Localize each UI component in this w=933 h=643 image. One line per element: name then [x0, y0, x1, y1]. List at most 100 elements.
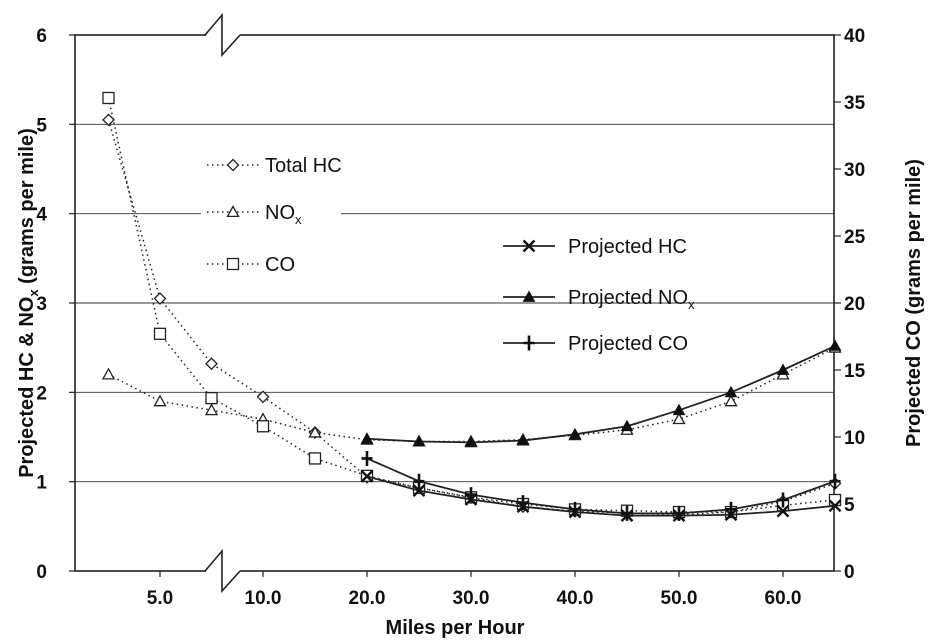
series-layer: [101, 91, 842, 522]
legend-entry-background: [201, 250, 341, 278]
data-point: [776, 363, 790, 375]
legend-label: Projected NOx: [568, 287, 695, 312]
data-point: [724, 394, 738, 407]
data-point: [517, 495, 529, 511]
legend-marker: [522, 290, 536, 302]
data-point: [412, 434, 426, 447]
data-point: [724, 385, 738, 398]
y-left-tick-label: 2: [36, 383, 47, 404]
series-line: [366, 345, 836, 444]
x-axis-break-marks: [204, 12, 241, 594]
legend-entry-background: [201, 151, 341, 179]
data-point: [102, 113, 115, 127]
legend-marker: [226, 158, 240, 172]
y-right-tick-label: 35: [844, 93, 866, 114]
data-point: [776, 504, 790, 518]
data-point: [465, 487, 477, 503]
data-point: [725, 501, 737, 517]
x-tick-label: 20.0: [349, 588, 386, 609]
legend-marker: [523, 335, 535, 351]
y-right-tick-label: 25: [844, 227, 866, 248]
series-5: [361, 450, 841, 521]
legend-label: Projected HC: [568, 236, 687, 258]
axis-break-gap-bottom: [206, 568, 240, 574]
y-right-tick-label: 10: [844, 428, 865, 449]
data-point: [828, 339, 842, 351]
data-point: [568, 427, 582, 440]
y-right-tick-label: 30: [844, 160, 865, 181]
series-line: [366, 457, 836, 515]
data-point: [828, 493, 842, 507]
legend-entry: Projected CO: [503, 333, 688, 355]
legend-label: Projected CO: [568, 333, 688, 355]
data-point: [361, 450, 373, 466]
legend-label: NOx: [265, 202, 302, 227]
data-point: [101, 367, 116, 380]
axis-break-gap-top: [206, 32, 240, 38]
legend-label: Total HC: [265, 155, 342, 177]
y-left-tick-label: 1: [36, 473, 47, 494]
axis-break-mark-top: [204, 12, 241, 58]
y-axis-right-label: Projected CO (grams per mile): [903, 159, 925, 447]
legend-marker: [522, 239, 536, 253]
legend-entry: CO: [201, 250, 341, 278]
series-line: [366, 475, 836, 517]
y-left-tick-label: 0: [36, 562, 47, 583]
gridlines: [75, 123, 834, 483]
data-point: [464, 435, 478, 448]
legend-entry: Projected NOx: [503, 287, 695, 312]
x-tick-label: 50.0: [661, 588, 698, 609]
data-point: [153, 394, 167, 407]
x-tick-label: 5.0: [147, 588, 173, 609]
y-left-tick-label: 3: [36, 294, 47, 315]
y-right-tick-label: 5: [844, 495, 855, 516]
data-point: [102, 91, 115, 105]
y-left-tick-label: 4: [36, 205, 47, 226]
data-point: [672, 403, 686, 416]
data-point: [205, 357, 218, 371]
x-tick-label: 10.0: [245, 588, 282, 609]
data-point: [256, 420, 270, 433]
data-point: [153, 292, 167, 305]
series-line: [107, 119, 836, 516]
series-4: [360, 339, 842, 448]
x-tick-label: 60.0: [765, 588, 802, 609]
x-axis-label: Miles per Hour: [386, 617, 525, 639]
y-left-tick-label: 5: [36, 115, 47, 136]
x-tick-label: 30.0: [453, 588, 490, 609]
data-point: [829, 473, 841, 489]
legend-entry: Total HC: [201, 151, 342, 179]
data-point: [516, 434, 530, 446]
y-axis-left-label: Projected HC & NOx (grams per mile): [16, 128, 41, 478]
data-point: [153, 327, 167, 340]
y-right-tick-label: 15: [844, 361, 866, 382]
data-point: [412, 484, 426, 497]
data-point: [205, 391, 218, 405]
legend-marker: [226, 205, 240, 218]
x-tick-label: 40.0: [557, 588, 594, 609]
legend-entry: Projected HC: [503, 236, 687, 258]
data-point: [256, 390, 270, 404]
legend-marker: [226, 257, 240, 271]
y-left-tick-label: 6: [36, 26, 47, 47]
data-point: [413, 473, 425, 489]
data-point: [673, 505, 685, 521]
data-point: [204, 403, 219, 416]
legend: Total HC NOx CO Projected HC Projected NOx Pr…: [201, 151, 695, 355]
series-3: [360, 469, 842, 522]
data-point: [569, 501, 581, 517]
data-point: [828, 499, 842, 513]
legend-entry: NOx: [201, 198, 341, 227]
y-right-tick-label: 40: [844, 26, 865, 47]
data-point: [308, 425, 322, 438]
axis-ticks: 5.0 10.0 20.0 30.0 40.0 50.0 60.0 0 1 2 3 4 5 6 0 5 10 15…: [36, 26, 865, 609]
y-right-tick-label: 20: [844, 294, 865, 315]
data-point: [672, 412, 686, 425]
data-point: [777, 492, 789, 508]
data-point: [360, 432, 374, 444]
data-point: [308, 452, 322, 465]
data-point: [360, 469, 374, 483]
legend-entry-background: [201, 198, 341, 226]
y-right-tick-label: 0: [844, 562, 855, 583]
